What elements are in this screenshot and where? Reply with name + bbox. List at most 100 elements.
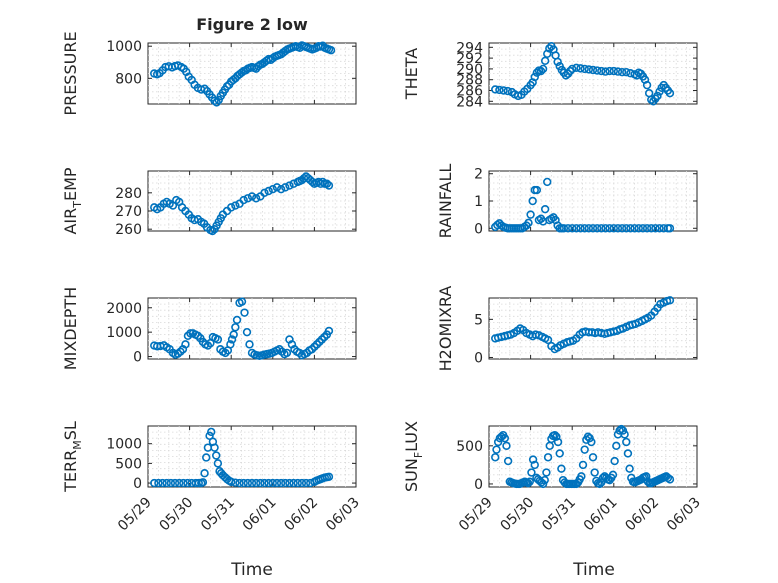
y-tick-label: 0 xyxy=(474,221,483,237)
data-point xyxy=(642,80,652,90)
data-point xyxy=(580,445,589,454)
data-point xyxy=(231,201,240,210)
data-point xyxy=(237,68,246,77)
data-point xyxy=(499,86,508,95)
data-point xyxy=(256,478,265,488)
data-point xyxy=(150,478,159,488)
data-point xyxy=(609,66,618,76)
data-point xyxy=(528,196,537,206)
data-point xyxy=(227,203,236,212)
data-point xyxy=(587,437,596,447)
x-axis-label-right: Time xyxy=(572,560,615,580)
y-tick-label: 500 xyxy=(115,456,142,472)
data-point xyxy=(251,478,261,488)
data-point xyxy=(651,224,660,233)
data-point xyxy=(213,335,223,344)
data-point xyxy=(665,475,675,484)
panel-4: 0 1 2 RAINFALL xyxy=(436,164,698,238)
data-point xyxy=(580,64,589,74)
data-point xyxy=(647,95,656,104)
data-point xyxy=(214,95,223,105)
data-point xyxy=(243,478,253,488)
y-axis-label-main: MIXDEPTH xyxy=(61,287,80,370)
y-tick-label: 260 xyxy=(115,222,142,238)
data-point xyxy=(665,296,675,305)
data-point xyxy=(630,224,639,233)
data-point xyxy=(231,478,240,487)
data-point xyxy=(281,478,290,488)
x-axis-label-left: Time xyxy=(230,560,273,580)
data-point xyxy=(326,46,336,55)
data-point xyxy=(622,67,631,77)
data-point xyxy=(240,308,249,317)
data-point xyxy=(276,184,286,194)
data-point xyxy=(237,297,247,306)
y-tick-label: 290 xyxy=(456,62,483,78)
data-point xyxy=(588,224,598,233)
data-point xyxy=(572,224,581,233)
data-point xyxy=(543,335,553,345)
y-tick-label: 286 xyxy=(456,84,483,100)
data-point xyxy=(584,65,594,74)
y-axis-label: MIXDEPTH xyxy=(61,287,80,370)
data-point xyxy=(154,478,163,488)
y-tick-label: 292 xyxy=(456,51,483,67)
data-point xyxy=(642,224,652,233)
data-point xyxy=(665,224,675,233)
data-point xyxy=(260,478,269,488)
data-point xyxy=(605,66,614,76)
data-point xyxy=(592,224,602,233)
data-point xyxy=(540,204,550,214)
data-point xyxy=(653,91,662,101)
data-point xyxy=(243,194,253,203)
data-point xyxy=(578,460,588,470)
data-point xyxy=(247,478,257,488)
data-point xyxy=(198,478,208,487)
data-point xyxy=(322,179,332,188)
data-point xyxy=(525,477,534,486)
y-axis-label-main: TERR xyxy=(61,450,80,493)
data-point xyxy=(584,224,594,233)
data-point xyxy=(297,478,307,488)
data-point xyxy=(213,459,223,468)
data-point xyxy=(231,323,240,332)
data-point xyxy=(158,478,167,488)
data-point xyxy=(567,224,577,233)
data-point xyxy=(608,470,618,479)
data-point xyxy=(634,224,643,233)
y-axis-label: TERRMSL xyxy=(61,421,84,493)
data-point xyxy=(276,478,286,488)
data-point xyxy=(626,224,635,233)
y-tick-label: 1000 xyxy=(106,325,142,341)
data-point xyxy=(561,71,571,80)
data-point xyxy=(226,340,235,349)
data-point xyxy=(613,224,623,233)
data-point xyxy=(245,340,254,349)
data-point xyxy=(563,224,573,233)
data-point xyxy=(207,427,216,437)
data-point xyxy=(577,472,586,481)
data-point xyxy=(527,468,536,477)
data-point xyxy=(597,478,606,487)
data-point xyxy=(301,478,311,488)
data-point xyxy=(268,478,277,488)
y-axis-label-tail: LUX xyxy=(402,421,421,452)
y-tick-label: 500 xyxy=(456,439,483,455)
data-point xyxy=(500,434,510,443)
data-point xyxy=(281,46,290,56)
data-point xyxy=(538,64,548,74)
data-point xyxy=(555,449,564,458)
data-point xyxy=(179,478,188,488)
y-tick-label: 0 xyxy=(474,477,483,493)
y-tick-label: 294 xyxy=(456,40,483,56)
y-axis-label-main: PRESSURE xyxy=(61,31,80,115)
y-axis-label-sub: T xyxy=(71,201,84,209)
data-point xyxy=(181,340,190,349)
data-point xyxy=(264,186,273,196)
y-axis-label: AIRTEMP xyxy=(61,167,84,234)
data-point xyxy=(524,218,533,228)
data-point xyxy=(170,478,180,488)
data-point xyxy=(592,66,602,75)
data-point xyxy=(609,224,618,233)
